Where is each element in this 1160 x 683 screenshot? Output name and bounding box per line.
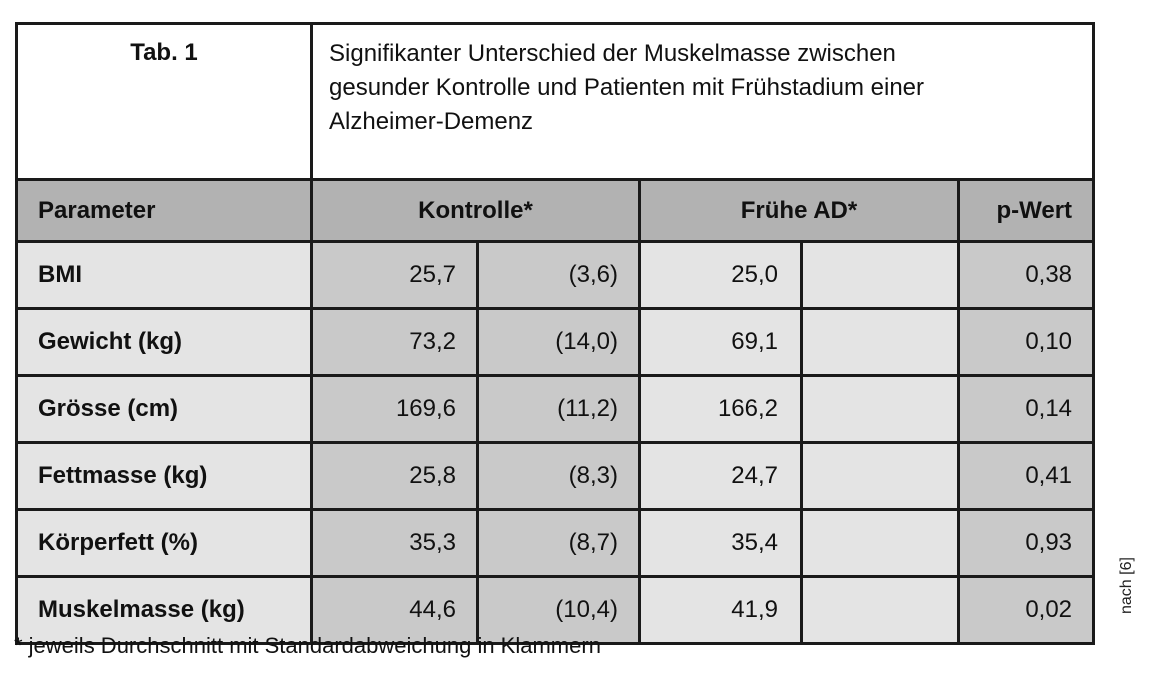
cell-fruehe-ad-sd [800, 307, 960, 377]
table-row: BMI 25,7 (3,6) 25,0 0,38 [15, 240, 1096, 310]
cell-fruehe-ad-mean: 166,2 [638, 374, 803, 444]
cell-p-wert: 0,41 [956, 441, 1096, 511]
cell-parameter: BMI [15, 240, 313, 310]
cell-parameter: Gewicht (kg) [15, 307, 313, 377]
footnote: * jeweils Durchschnitt mit Standardabwei… [14, 633, 601, 658]
table-row: Muskelmasse (kg) 44,6 (10,4) 41,9 0,02 [15, 575, 1096, 645]
column-header-parameter: Parameter [15, 178, 313, 243]
cell-fruehe-ad-sd [800, 240, 960, 310]
cell-parameter: Grösse (cm) [15, 374, 313, 444]
data-table: Tab. 1 Signifikanter Unterschied der Mus… [15, 22, 1096, 645]
table-title: Signifikanter Unterschied der Muskelmass… [309, 22, 1096, 181]
table-row: Körperfett (%) 35,3 (8,7) 35,4 0,93 [15, 508, 1096, 578]
source-citation: nach [6] [1118, 557, 1135, 614]
cell-kontrolle-mean: 73,2 [310, 307, 479, 377]
column-header-p-wert: p-Wert [956, 178, 1096, 243]
column-header-fruehe-ad: Frühe AD* [638, 178, 960, 243]
cell-p-wert: 0,02 [956, 575, 1096, 645]
column-header-kontrolle: Kontrolle* [310, 178, 641, 243]
cell-fruehe-ad-mean: 24,7 [638, 441, 803, 511]
cell-fruehe-ad-mean: 41,9 [638, 575, 803, 645]
cell-kontrolle-sd: (8,7) [476, 508, 641, 578]
table-row: Grösse (cm) 169,6 (11,2) 166,2 0,14 [15, 374, 1096, 444]
cell-kontrolle-sd: (14,0) [476, 307, 641, 377]
cell-kontrolle-mean: 169,6 [310, 374, 479, 444]
cell-parameter: Fettmasse (kg) [15, 441, 313, 511]
cell-fruehe-ad-mean: 35,4 [638, 508, 803, 578]
cell-kontrolle-mean: 25,8 [310, 441, 479, 511]
table-number: Tab. 1 [15, 22, 313, 181]
title-row: Tab. 1 Signifikanter Unterschied der Mus… [15, 22, 1096, 181]
cell-kontrolle-mean: 25,7 [310, 240, 479, 310]
cell-kontrolle-mean: 35,3 [310, 508, 479, 578]
cell-fruehe-ad-mean: 25,0 [638, 240, 803, 310]
cell-kontrolle-sd: (8,3) [476, 441, 641, 511]
title-line: gesunder Kontrolle und Patienten mit Frü… [329, 74, 925, 101]
cell-kontrolle-sd: (11,2) [476, 374, 641, 444]
cell-fruehe-ad-sd [800, 575, 960, 645]
table-row: Fettmasse (kg) 25,8 (8,3) 24,7 0,41 [15, 441, 1096, 511]
title-line: Alzheimer-Demenz [329, 108, 534, 135]
header-row: Parameter Kontrolle* Frühe AD* p-Wert [15, 178, 1096, 243]
cell-fruehe-ad-sd [800, 508, 960, 578]
cell-fruehe-ad-mean: 69,1 [638, 307, 803, 377]
cell-p-wert: 0,38 [956, 240, 1096, 310]
cell-fruehe-ad-sd [800, 374, 960, 444]
title-line: Signifikanter Unterschied der Muskelmass… [329, 40, 896, 67]
cell-kontrolle-sd: (10,4) [476, 575, 641, 645]
cell-parameter: Muskelmasse (kg) [15, 575, 313, 645]
cell-kontrolle-mean: 44,6 [310, 575, 479, 645]
cell-fruehe-ad-sd [800, 441, 960, 511]
cell-p-wert: 0,10 [956, 307, 1096, 377]
table-row: Gewicht (kg) 73,2 (14,0) 69,1 0,10 [15, 307, 1096, 377]
cell-kontrolle-sd: (3,6) [476, 240, 641, 310]
cell-p-wert: 0,93 [956, 508, 1096, 578]
cell-p-wert: 0,14 [956, 374, 1096, 444]
cell-parameter: Körperfett (%) [15, 508, 313, 578]
